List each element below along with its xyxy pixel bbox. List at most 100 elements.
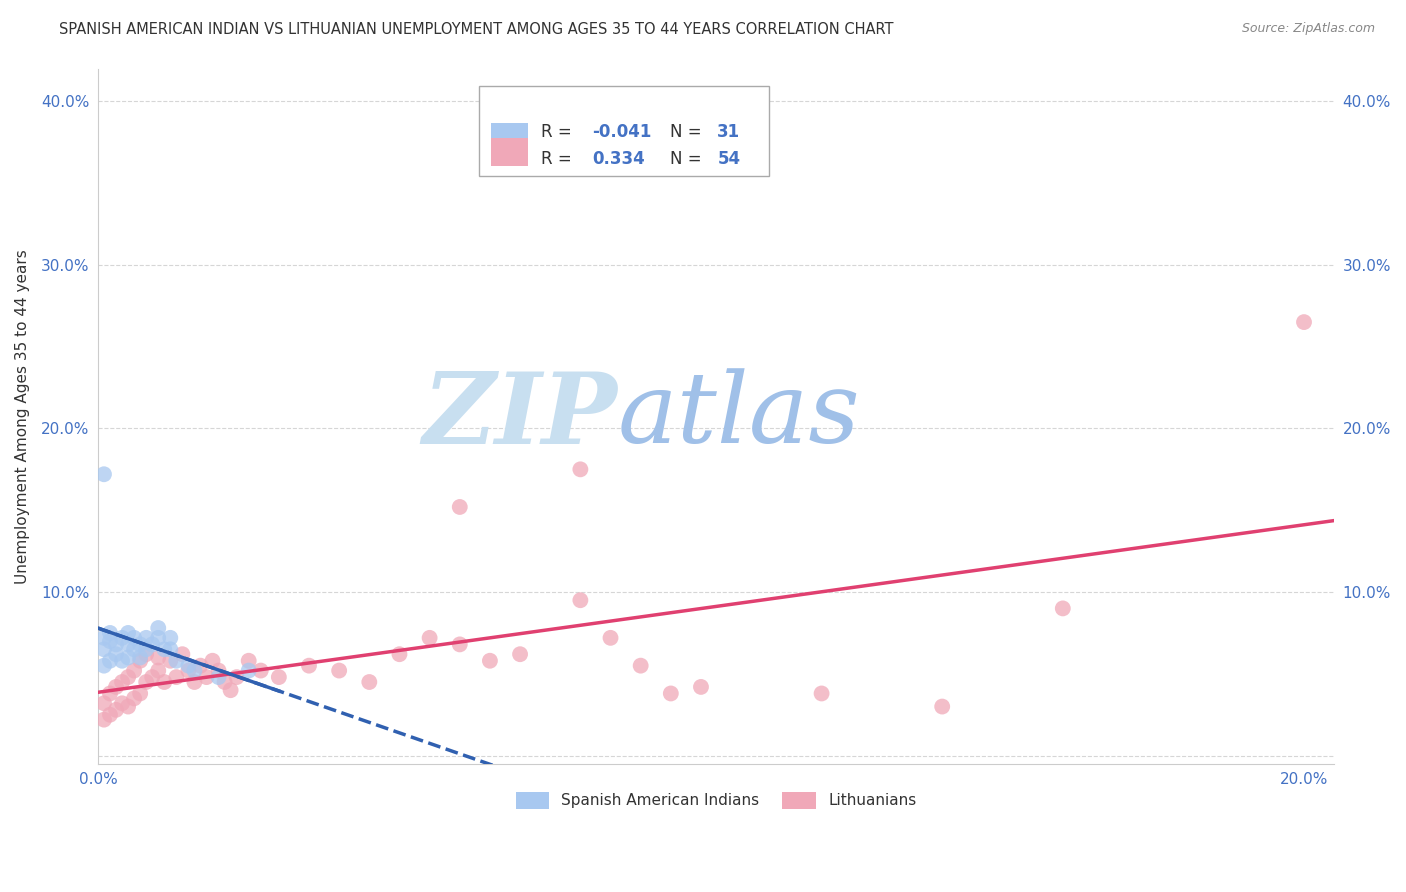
Point <box>141 670 163 684</box>
Point <box>177 658 200 673</box>
Text: 54: 54 <box>717 150 741 168</box>
Point <box>1292 315 1315 329</box>
Point <box>148 664 170 678</box>
Point <box>117 699 139 714</box>
Point <box>810 686 832 700</box>
Text: ZIP: ZIP <box>422 368 617 465</box>
Point <box>148 650 170 665</box>
Point <box>111 631 134 645</box>
Text: N =: N = <box>671 150 707 168</box>
Legend: Spanish American Indians, Lithuanians: Spanish American Indians, Lithuanians <box>509 786 922 815</box>
Point <box>449 500 471 514</box>
Point <box>122 664 145 678</box>
Point <box>159 631 181 645</box>
Point <box>172 647 194 661</box>
Text: -0.041: -0.041 <box>592 123 652 141</box>
Point <box>449 637 471 651</box>
Point <box>111 696 134 710</box>
Text: N =: N = <box>671 123 707 141</box>
FancyBboxPatch shape <box>478 86 769 177</box>
Point <box>122 642 145 657</box>
Point <box>98 634 121 648</box>
Point <box>569 462 592 476</box>
Point <box>1052 601 1074 615</box>
Point <box>93 658 115 673</box>
Point <box>359 675 381 690</box>
Point <box>183 664 205 678</box>
Point <box>93 631 115 645</box>
Point <box>129 686 152 700</box>
Point <box>93 696 115 710</box>
Point <box>135 647 157 661</box>
Text: SPANISH AMERICAN INDIAN VS LITHUANIAN UNEMPLOYMENT AMONG AGES 35 TO 44 YEARS COR: SPANISH AMERICAN INDIAN VS LITHUANIAN UN… <box>59 22 894 37</box>
Y-axis label: Unemployment Among Ages 35 to 44 years: Unemployment Among Ages 35 to 44 years <box>15 249 30 583</box>
Bar <box>491 138 529 166</box>
Point <box>153 642 176 657</box>
Point <box>207 664 229 678</box>
Point <box>122 691 145 706</box>
Point <box>569 593 592 607</box>
Point <box>190 658 212 673</box>
Point <box>328 664 350 678</box>
Point <box>931 699 953 714</box>
Point <box>238 664 260 678</box>
Point <box>93 467 115 482</box>
Point <box>509 647 531 661</box>
Point <box>478 654 501 668</box>
Point <box>105 680 128 694</box>
Point <box>201 654 224 668</box>
Point <box>117 670 139 684</box>
Point <box>599 631 621 645</box>
Point <box>238 654 260 668</box>
Point <box>165 670 187 684</box>
Point <box>690 680 713 694</box>
Point <box>159 642 181 657</box>
Point <box>159 654 181 668</box>
Point <box>98 707 121 722</box>
Point <box>141 637 163 651</box>
Point <box>98 626 121 640</box>
Point <box>225 670 247 684</box>
Point <box>135 631 157 645</box>
Text: R =: R = <box>540 123 576 141</box>
Point <box>111 654 134 668</box>
Point <box>105 637 128 651</box>
Bar <box>491 123 529 152</box>
Point <box>129 650 152 665</box>
Point <box>219 683 242 698</box>
Point <box>195 670 218 684</box>
Point <box>214 675 236 690</box>
Point <box>659 686 682 700</box>
Point <box>267 670 290 684</box>
Text: R =: R = <box>540 150 576 168</box>
Point <box>298 658 321 673</box>
Point <box>117 650 139 665</box>
Point <box>148 621 170 635</box>
Point <box>98 654 121 668</box>
Point <box>207 670 229 684</box>
Point <box>183 675 205 690</box>
Point <box>93 642 115 657</box>
Point <box>419 631 441 645</box>
Point <box>135 675 157 690</box>
Text: Source: ZipAtlas.com: Source: ZipAtlas.com <box>1241 22 1375 36</box>
Point <box>148 631 170 645</box>
Point <box>105 703 128 717</box>
Text: atlas: atlas <box>617 368 860 464</box>
Text: 31: 31 <box>717 123 741 141</box>
Point <box>249 664 271 678</box>
Point <box>388 647 411 661</box>
Text: 0.334: 0.334 <box>592 150 645 168</box>
Point <box>165 654 187 668</box>
Point <box>122 631 145 645</box>
Point <box>129 654 152 668</box>
Point <box>117 626 139 640</box>
Point <box>153 675 176 690</box>
Point <box>111 675 134 690</box>
Point <box>117 637 139 651</box>
Point <box>98 686 121 700</box>
Point <box>93 713 115 727</box>
Point <box>177 664 200 678</box>
Point <box>105 647 128 661</box>
Point <box>135 642 157 657</box>
